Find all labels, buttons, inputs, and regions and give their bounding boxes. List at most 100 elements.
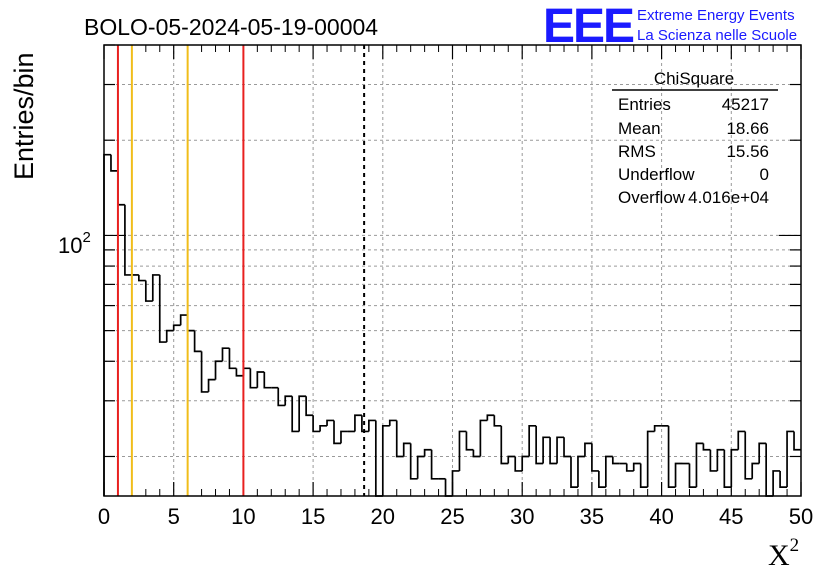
histogram-bin (319, 424, 328, 432)
histogram-bin (528, 424, 537, 457)
stats-label-mean: Mean (618, 119, 661, 138)
histogram-bin (563, 437, 571, 458)
histogram-bin (604, 455, 613, 488)
histogram-bin (110, 154, 118, 172)
y-tick-label-exponent: 2 (82, 229, 90, 246)
x-tick-label: 20 (371, 504, 395, 529)
histogram-bin (702, 443, 711, 451)
histogram-bin (577, 455, 585, 488)
histogram-bin (793, 431, 801, 451)
histogram-bin (263, 371, 272, 389)
histogram-bin (277, 387, 286, 407)
histogram-bin (674, 462, 683, 488)
logo-line-2: La Scienza nelle Scuole (637, 27, 797, 44)
histogram-bin (786, 430, 795, 488)
histogram-bin (409, 443, 418, 480)
y-tick-label-base: 10 (58, 233, 82, 258)
stats-label-overflow: Overflow (618, 188, 686, 207)
histogram-bin (165, 329, 174, 343)
logo-mark: EEE (543, 0, 634, 53)
histogram-bin (611, 456, 620, 465)
x-tick-label: 45 (719, 504, 743, 529)
histogram-bin (284, 395, 293, 406)
reference-lines (116, 45, 366, 496)
histogram-bin (716, 448, 725, 471)
histogram-bin (200, 351, 209, 393)
histogram-bin (354, 414, 362, 432)
histogram-bin (779, 470, 788, 488)
histogram-bin (374, 420, 383, 497)
histogram-bin (305, 396, 314, 417)
x-tick-label: 10 (231, 504, 255, 529)
histogram-bin (402, 442, 411, 457)
histogram-bin (598, 470, 606, 488)
x-tick-label: 40 (649, 504, 673, 529)
histogram-bin (256, 371, 265, 388)
x-tick-label: 50 (789, 504, 813, 529)
x-tick-label: 5 (168, 504, 180, 529)
eee-logo: EEE Extreme Energy Events La Scienza nel… (543, 0, 797, 53)
histogram-bin (235, 368, 244, 377)
histogram-bin (584, 442, 592, 457)
histogram-bin (486, 414, 495, 421)
histogram-bin (242, 367, 251, 376)
stats-value-entries: 45217 (722, 95, 769, 114)
y-axis-label: Entries/bin (9, 52, 39, 180)
grid (104, 44, 801, 496)
histogram-bin (158, 274, 167, 343)
x-tick-label: 0 (98, 504, 110, 529)
histogram-bin (667, 425, 676, 488)
histogram-bin (479, 419, 488, 457)
histogram-bin (228, 348, 237, 370)
histogram-bin (730, 448, 739, 488)
histogram-bin (549, 437, 558, 465)
stats-box: ChiSquare Entries 45217 Mean 18.66 RMS 1… (612, 69, 778, 207)
histogram-bin (723, 449, 732, 488)
stats-value-rms: 15.56 (726, 142, 769, 161)
histogram-bin (138, 274, 146, 282)
histogram-bin (326, 419, 335, 426)
histogram-bin (465, 431, 474, 451)
histogram-bin (291, 396, 300, 433)
histogram-bin (709, 449, 718, 472)
y-tick-label-100: 102 (58, 229, 91, 258)
x-tick-label: 25 (440, 504, 464, 529)
stats-value-underflow: 0 (760, 165, 769, 184)
histogram-bin (179, 314, 188, 326)
x-tick-label: 35 (580, 504, 604, 529)
histogram-bin (570, 456, 578, 488)
histogram-bin (388, 419, 397, 426)
stats-label-entries: Entries (618, 95, 671, 114)
stats-label-underflow: Underflow (618, 165, 695, 184)
x-tick-label: 15 (301, 504, 325, 529)
histogram-bin (193, 330, 202, 353)
histogram-bin (688, 463, 697, 488)
histogram-bin (207, 378, 216, 392)
histogram-bin (472, 449, 481, 458)
histogram-bin (186, 315, 195, 332)
histogram-bin (221, 347, 230, 362)
histogram-bin (758, 442, 767, 464)
x-axis-label-base: X (768, 539, 790, 572)
stats-value-mean: 18.66 (726, 119, 769, 138)
histogram-bin (493, 415, 502, 427)
histogram-bin (368, 419, 376, 432)
histogram-bin (361, 415, 369, 433)
histogram-bin (298, 395, 307, 432)
stats-title: ChiSquare (654, 69, 734, 88)
histogram-bin (625, 463, 634, 472)
histogram-bin (444, 478, 453, 497)
histogram-bin (416, 455, 425, 479)
logo-line-1: Extreme Energy Events (637, 7, 795, 24)
x-axis-label-exponent: 2 (790, 535, 800, 556)
histogram-bin (333, 420, 341, 445)
histogram-bin (591, 443, 599, 472)
x-tick-labels: 0 5 10 15 20 25 30 35 40 45 50 (98, 504, 813, 529)
plot-frame (103, 44, 802, 497)
histogram-bin (124, 204, 132, 276)
histogram-bin (765, 443, 774, 497)
histogram-bin (423, 448, 432, 457)
histogram-bin (151, 274, 160, 302)
histogram-bin (737, 430, 746, 450)
